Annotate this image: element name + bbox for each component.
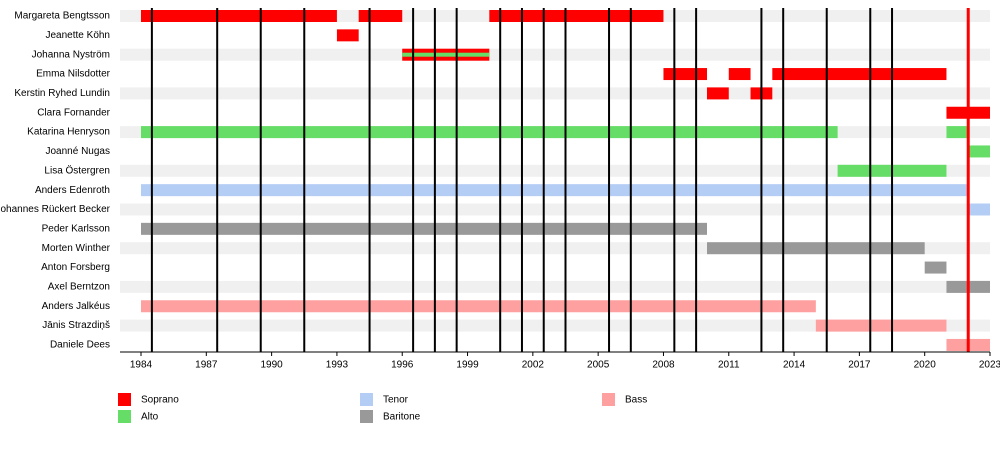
legend-swatch xyxy=(602,393,615,406)
member-bar xyxy=(358,10,403,22)
member-bar xyxy=(772,68,947,81)
legend-swatch xyxy=(360,410,373,423)
x-tick-label: 2020 xyxy=(914,360,937,371)
row-label: Kerstin Ryhed Lundin xyxy=(14,88,110,99)
member-bar xyxy=(402,52,490,57)
legend-swatch xyxy=(118,393,131,406)
member-bar xyxy=(728,68,751,81)
legend-label: Tenor xyxy=(383,395,409,406)
x-tick-label: 2005 xyxy=(587,360,610,371)
row-stripe xyxy=(120,164,990,177)
x-tick-label: 2017 xyxy=(848,360,871,371)
member-bar xyxy=(968,145,990,158)
legend-label: Bass xyxy=(625,395,647,406)
x-tick-label: 2002 xyxy=(522,360,545,371)
row-label: Peder Karlsson xyxy=(42,223,110,234)
x-tick-label: 1993 xyxy=(326,360,349,371)
row-label: Katarina Henryson xyxy=(27,127,110,138)
member-bar xyxy=(141,184,969,197)
member-bar xyxy=(707,87,729,100)
row-stripe xyxy=(120,87,990,100)
row-label: Anders Edenroth xyxy=(35,185,110,196)
row-stripe xyxy=(120,319,990,332)
member-bar xyxy=(141,126,838,139)
member-bar xyxy=(968,203,990,216)
row-stripe xyxy=(120,203,990,216)
x-tick-label: 1984 xyxy=(130,360,153,371)
member-bar xyxy=(141,300,816,313)
legend-label: Soprano xyxy=(141,395,179,406)
member-bar xyxy=(815,319,947,332)
row-label: Morten Winther xyxy=(42,243,111,254)
member-bar xyxy=(663,68,707,81)
legend-swatch xyxy=(360,393,373,406)
x-tick-label: 2023 xyxy=(979,360,1000,371)
x-tick-label: 2011 xyxy=(718,360,740,371)
row-label: Emma Nilsdotter xyxy=(36,69,111,80)
row-label: Jeanette Köhn xyxy=(46,30,111,41)
row-stripe xyxy=(120,280,990,293)
row-label: Daniele Dees xyxy=(50,340,110,351)
x-tick-label: 1990 xyxy=(260,360,283,371)
row-stripe xyxy=(120,48,990,61)
legend-label: Alto xyxy=(141,412,159,423)
row-label: Clara Fornander xyxy=(37,107,110,118)
member-bar xyxy=(489,10,664,22)
row-label: Johanna Nyström xyxy=(32,49,110,60)
x-tick-label: 2008 xyxy=(652,360,675,371)
legend-label: Baritone xyxy=(383,412,421,423)
x-tick-label: 1999 xyxy=(456,360,479,371)
member-bar xyxy=(336,29,359,42)
row-label: Lisa Östergren xyxy=(44,164,110,176)
member-bar xyxy=(141,222,707,235)
x-tick-label: 2014 xyxy=(783,360,806,371)
row-label: Anton Forsberg xyxy=(41,262,110,273)
member-bar xyxy=(924,261,947,274)
row-label: Joanné Nugas xyxy=(46,146,111,157)
row-label: Johannes Rückert Becker xyxy=(0,204,111,215)
row-label: Jānis Strazdiņš xyxy=(42,320,110,331)
x-tick-label: 1987 xyxy=(195,360,218,371)
row-label: Margareta Bengtsson xyxy=(14,11,110,22)
x-tick-label: 1996 xyxy=(391,360,414,371)
member-bar xyxy=(141,10,337,22)
legend-swatch xyxy=(118,410,131,423)
member-bar xyxy=(946,126,969,139)
row-label: Anders Jalkéus xyxy=(42,301,110,312)
row-label: Axel Berntzon xyxy=(48,282,110,293)
